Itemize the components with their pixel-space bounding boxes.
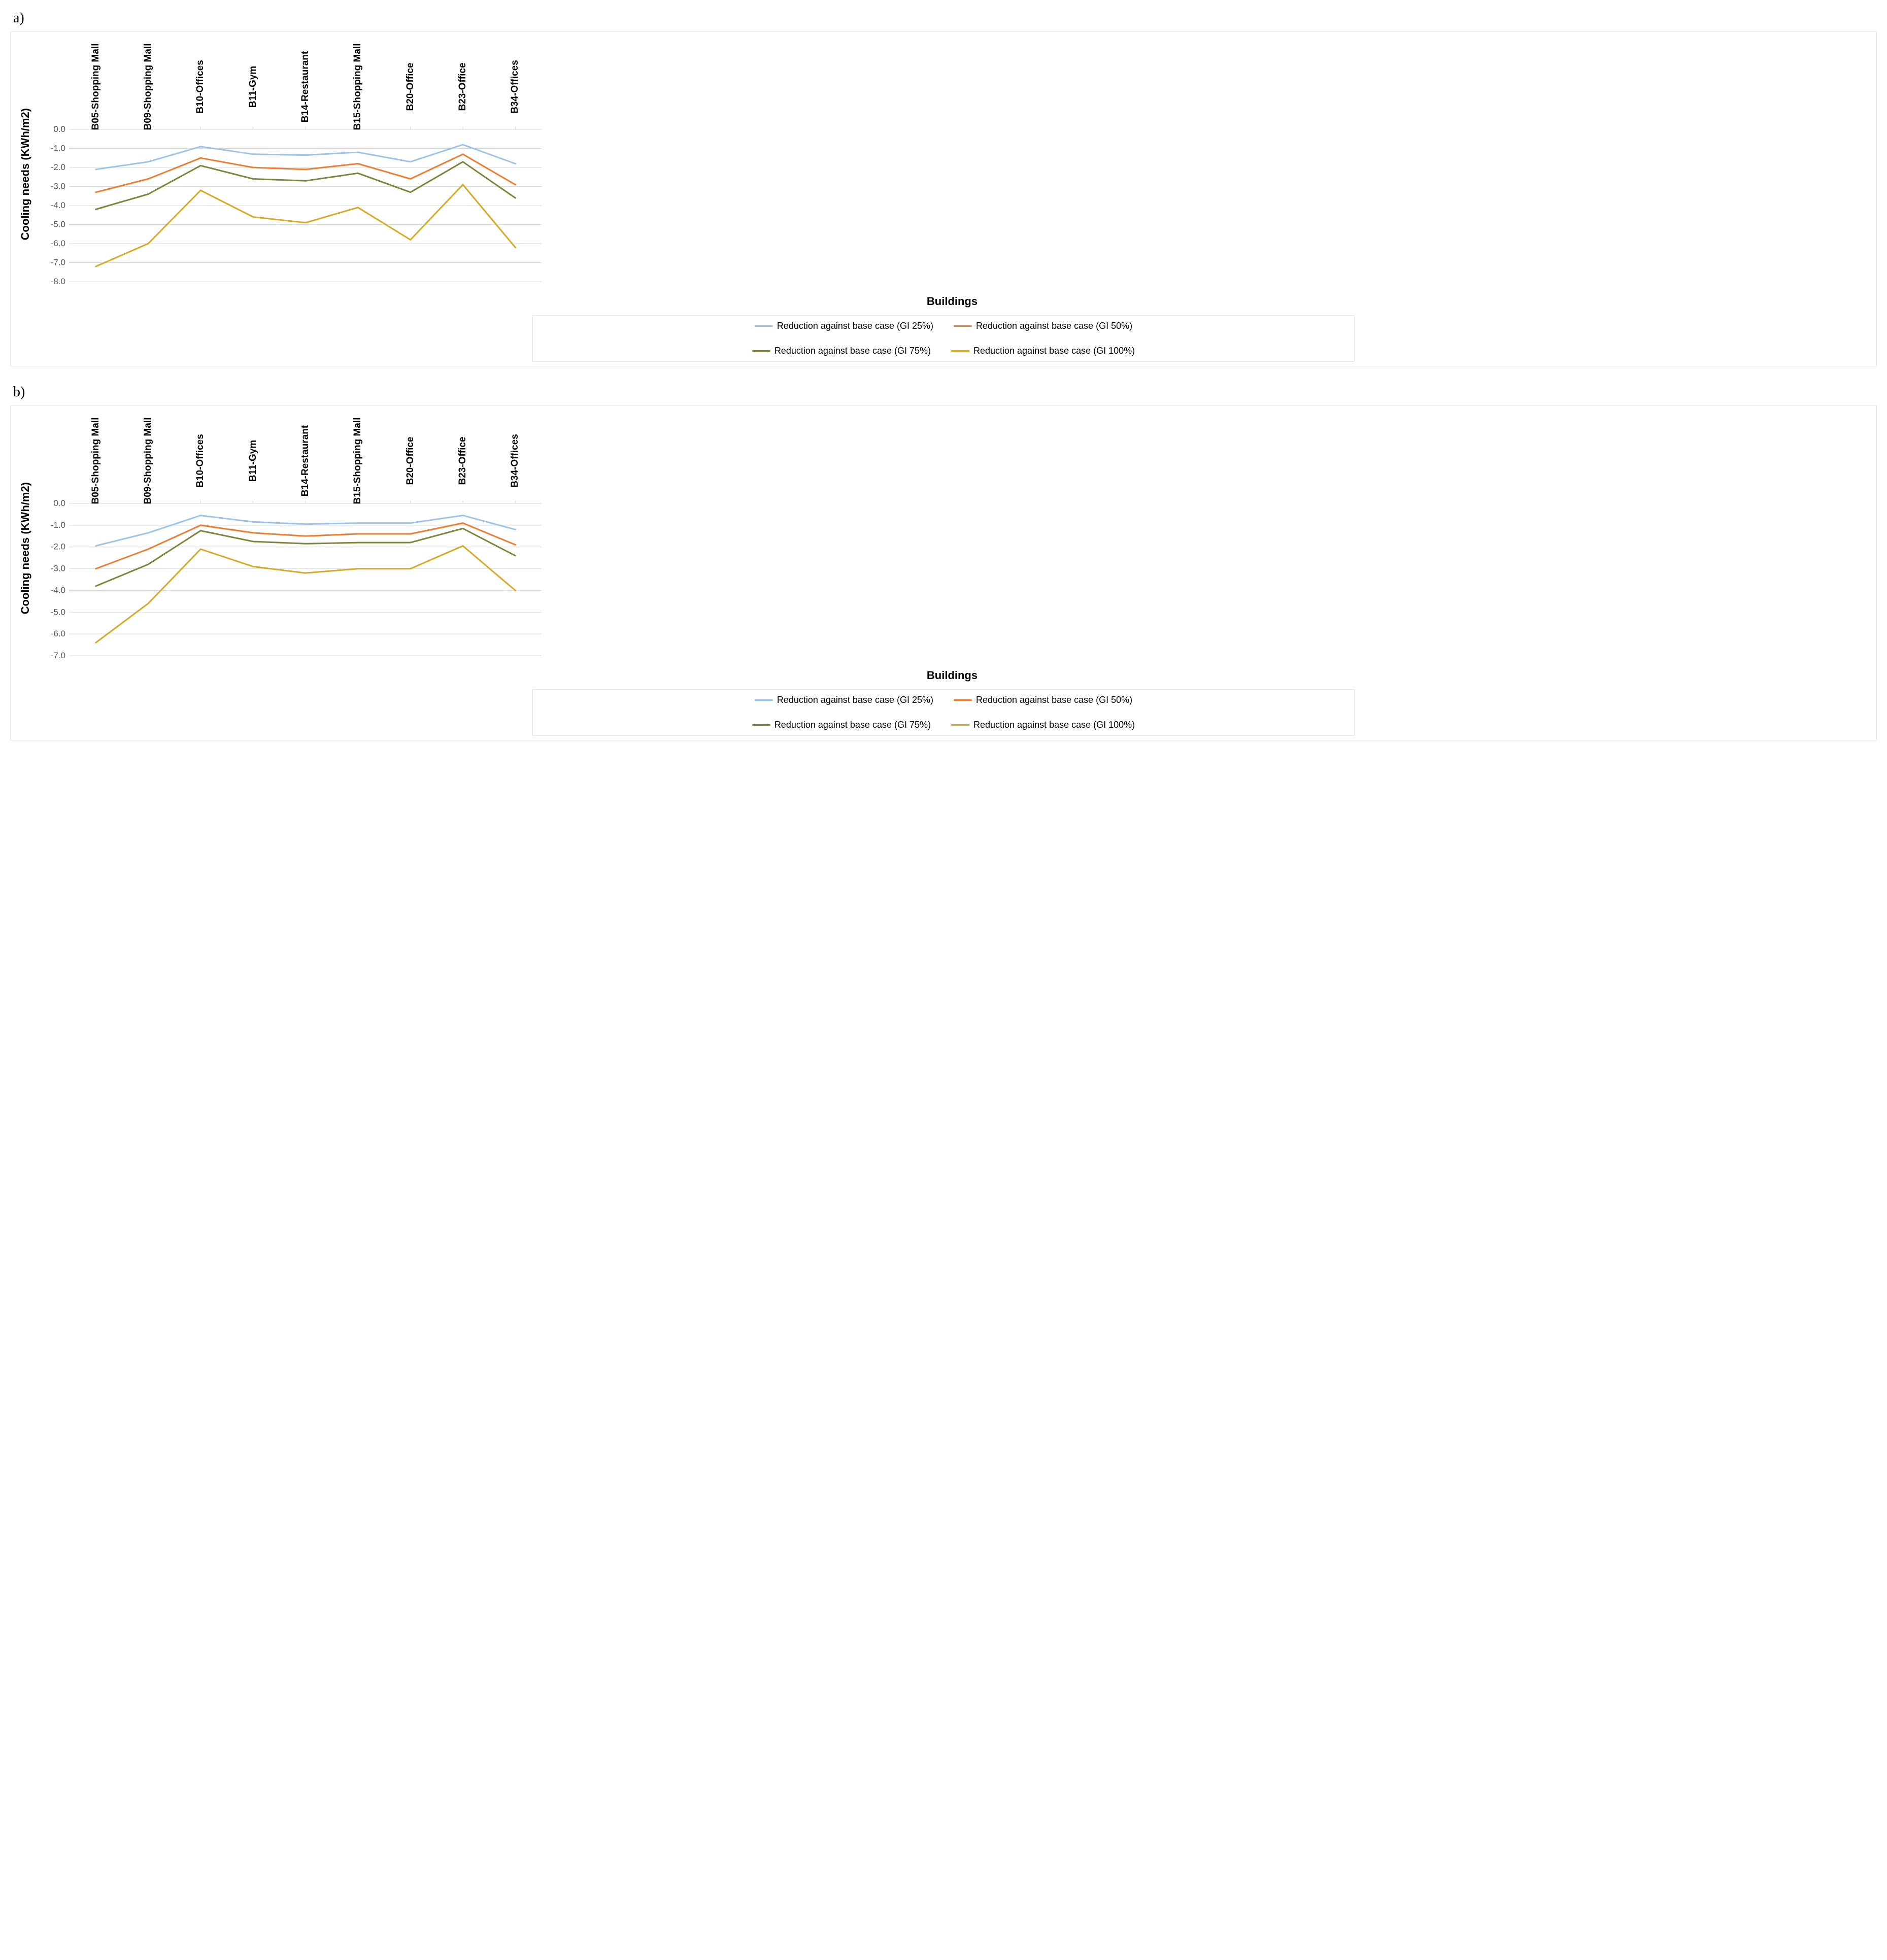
category-label-3: B11-Gym [248, 66, 259, 108]
legend-a: Reduction against base case (GI 25%) Red… [532, 315, 1355, 362]
category-label-8: B34-Offices [510, 434, 521, 488]
svg-text:-2.0: -2.0 [51, 542, 65, 552]
svg-text:-5.0: -5.0 [51, 607, 65, 617]
chart-svg-a: 0.0 -1.0 -2.0 -3.0 -4.0 -5.0 -6.0 -7.0 -8.0 [34, 124, 552, 292]
svg-text:-6.0: -6.0 [51, 239, 65, 248]
category-label-2: B10-Offices [195, 60, 206, 114]
legend-label-25: Reduction against base case (GI 25%) [777, 695, 933, 705]
legend-item-25: Reduction against base case (GI 25%) [755, 695, 933, 705]
legend-label-50: Reduction against base case (GI 50%) [976, 695, 1132, 705]
svg-text:0.0: 0.0 [53, 124, 65, 134]
legend-item-75: Reduction against base case (GI 75%) [752, 720, 931, 730]
category-label-0: B05-Shopping Mall [90, 44, 102, 130]
legend-label-100: Reduction against base case (GI 100%) [973, 720, 1135, 730]
svg-text:-4.0: -4.0 [51, 585, 65, 595]
svg-text:-3.0: -3.0 [51, 564, 65, 573]
category-label-5: B15-Shopping Mall [352, 418, 363, 504]
legend-item-25: Reduction against base case (GI 25%) [755, 321, 933, 331]
category-label-6: B20-Office [405, 436, 416, 485]
category-label-7: B23-Office [457, 436, 468, 485]
legend-label-100: Reduction against base case (GI 100%) [973, 346, 1135, 356]
legend-label-75: Reduction against base case (GI 75%) [774, 346, 931, 356]
legend-item-100: Reduction against base case (GI 100%) [951, 346, 1135, 356]
legend-b: Reduction against base case (GI 25%) Red… [532, 689, 1355, 736]
category-label-1: B09-Shopping Mall [143, 44, 154, 130]
svg-text:-8.0: -8.0 [51, 277, 65, 286]
category-label-4: B14-Restaurant [300, 425, 311, 496]
category-label-8: B34-Offices [510, 60, 521, 114]
category-label-5: B15-Shopping Mall [352, 44, 363, 130]
category-label-7: B23-Office [457, 62, 468, 111]
svg-text:-1.0: -1.0 [51, 520, 65, 530]
legend-item-50: Reduction against base case (GI 50%) [954, 695, 1132, 705]
svg-text:-6.0: -6.0 [51, 629, 65, 638]
legend-item-50: Reduction against base case (GI 50%) [954, 321, 1132, 331]
legend-label-50: Reduction against base case (GI 50%) [976, 321, 1132, 331]
category-label-0: B05-Shopping Mall [90, 418, 102, 504]
legend-item-75: Reduction against base case (GI 75%) [752, 346, 931, 356]
y-axis-title-b: Cooling needs (KWh/m2) [17, 482, 34, 614]
category-label-4: B14-Restaurant [300, 51, 311, 122]
panel-label-a: a) [13, 10, 1877, 26]
series-s75 [96, 528, 516, 586]
x-axis-title-a: Buildings [34, 295, 1870, 308]
category-label-1: B09-Shopping Mall [143, 418, 154, 504]
svg-text:-7.0: -7.0 [51, 258, 65, 267]
y-axis-title-a: Cooling needs (KWh/m2) [17, 108, 34, 240]
chart-panel-b: Cooling needs (KWh/m2) B05-Shopping Mall… [10, 405, 1877, 740]
series-s100 [96, 546, 516, 643]
category-label-2: B10-Offices [195, 434, 206, 488]
svg-text:-1.0: -1.0 [51, 144, 65, 153]
svg-text:-4.0: -4.0 [51, 200, 65, 210]
series-s100 [96, 185, 516, 266]
panel-label-b: b) [13, 384, 1877, 400]
category-label-3: B11-Gym [248, 440, 259, 482]
chart-panel-a: Cooling needs (KWh/m2) B05-Shopping Mall… [10, 31, 1877, 366]
chart-svg-b: 0.0 -1.0 -2.0 -3.0 -4.0 -5.0 -6.0 -7.0 [34, 498, 552, 666]
legend-item-100: Reduction against base case (GI 100%) [951, 720, 1135, 730]
svg-text:-3.0: -3.0 [51, 182, 65, 191]
svg-text:-2.0: -2.0 [51, 162, 65, 172]
svg-text:0.0: 0.0 [53, 498, 65, 508]
legend-label-25: Reduction against base case (GI 25%) [777, 321, 933, 331]
svg-text:-5.0: -5.0 [51, 220, 65, 229]
x-axis-title-b: Buildings [34, 669, 1870, 682]
svg-text:-7.0: -7.0 [51, 651, 65, 660]
category-label-6: B20-Office [405, 62, 416, 111]
legend-label-75: Reduction against base case (GI 75%) [774, 720, 931, 730]
